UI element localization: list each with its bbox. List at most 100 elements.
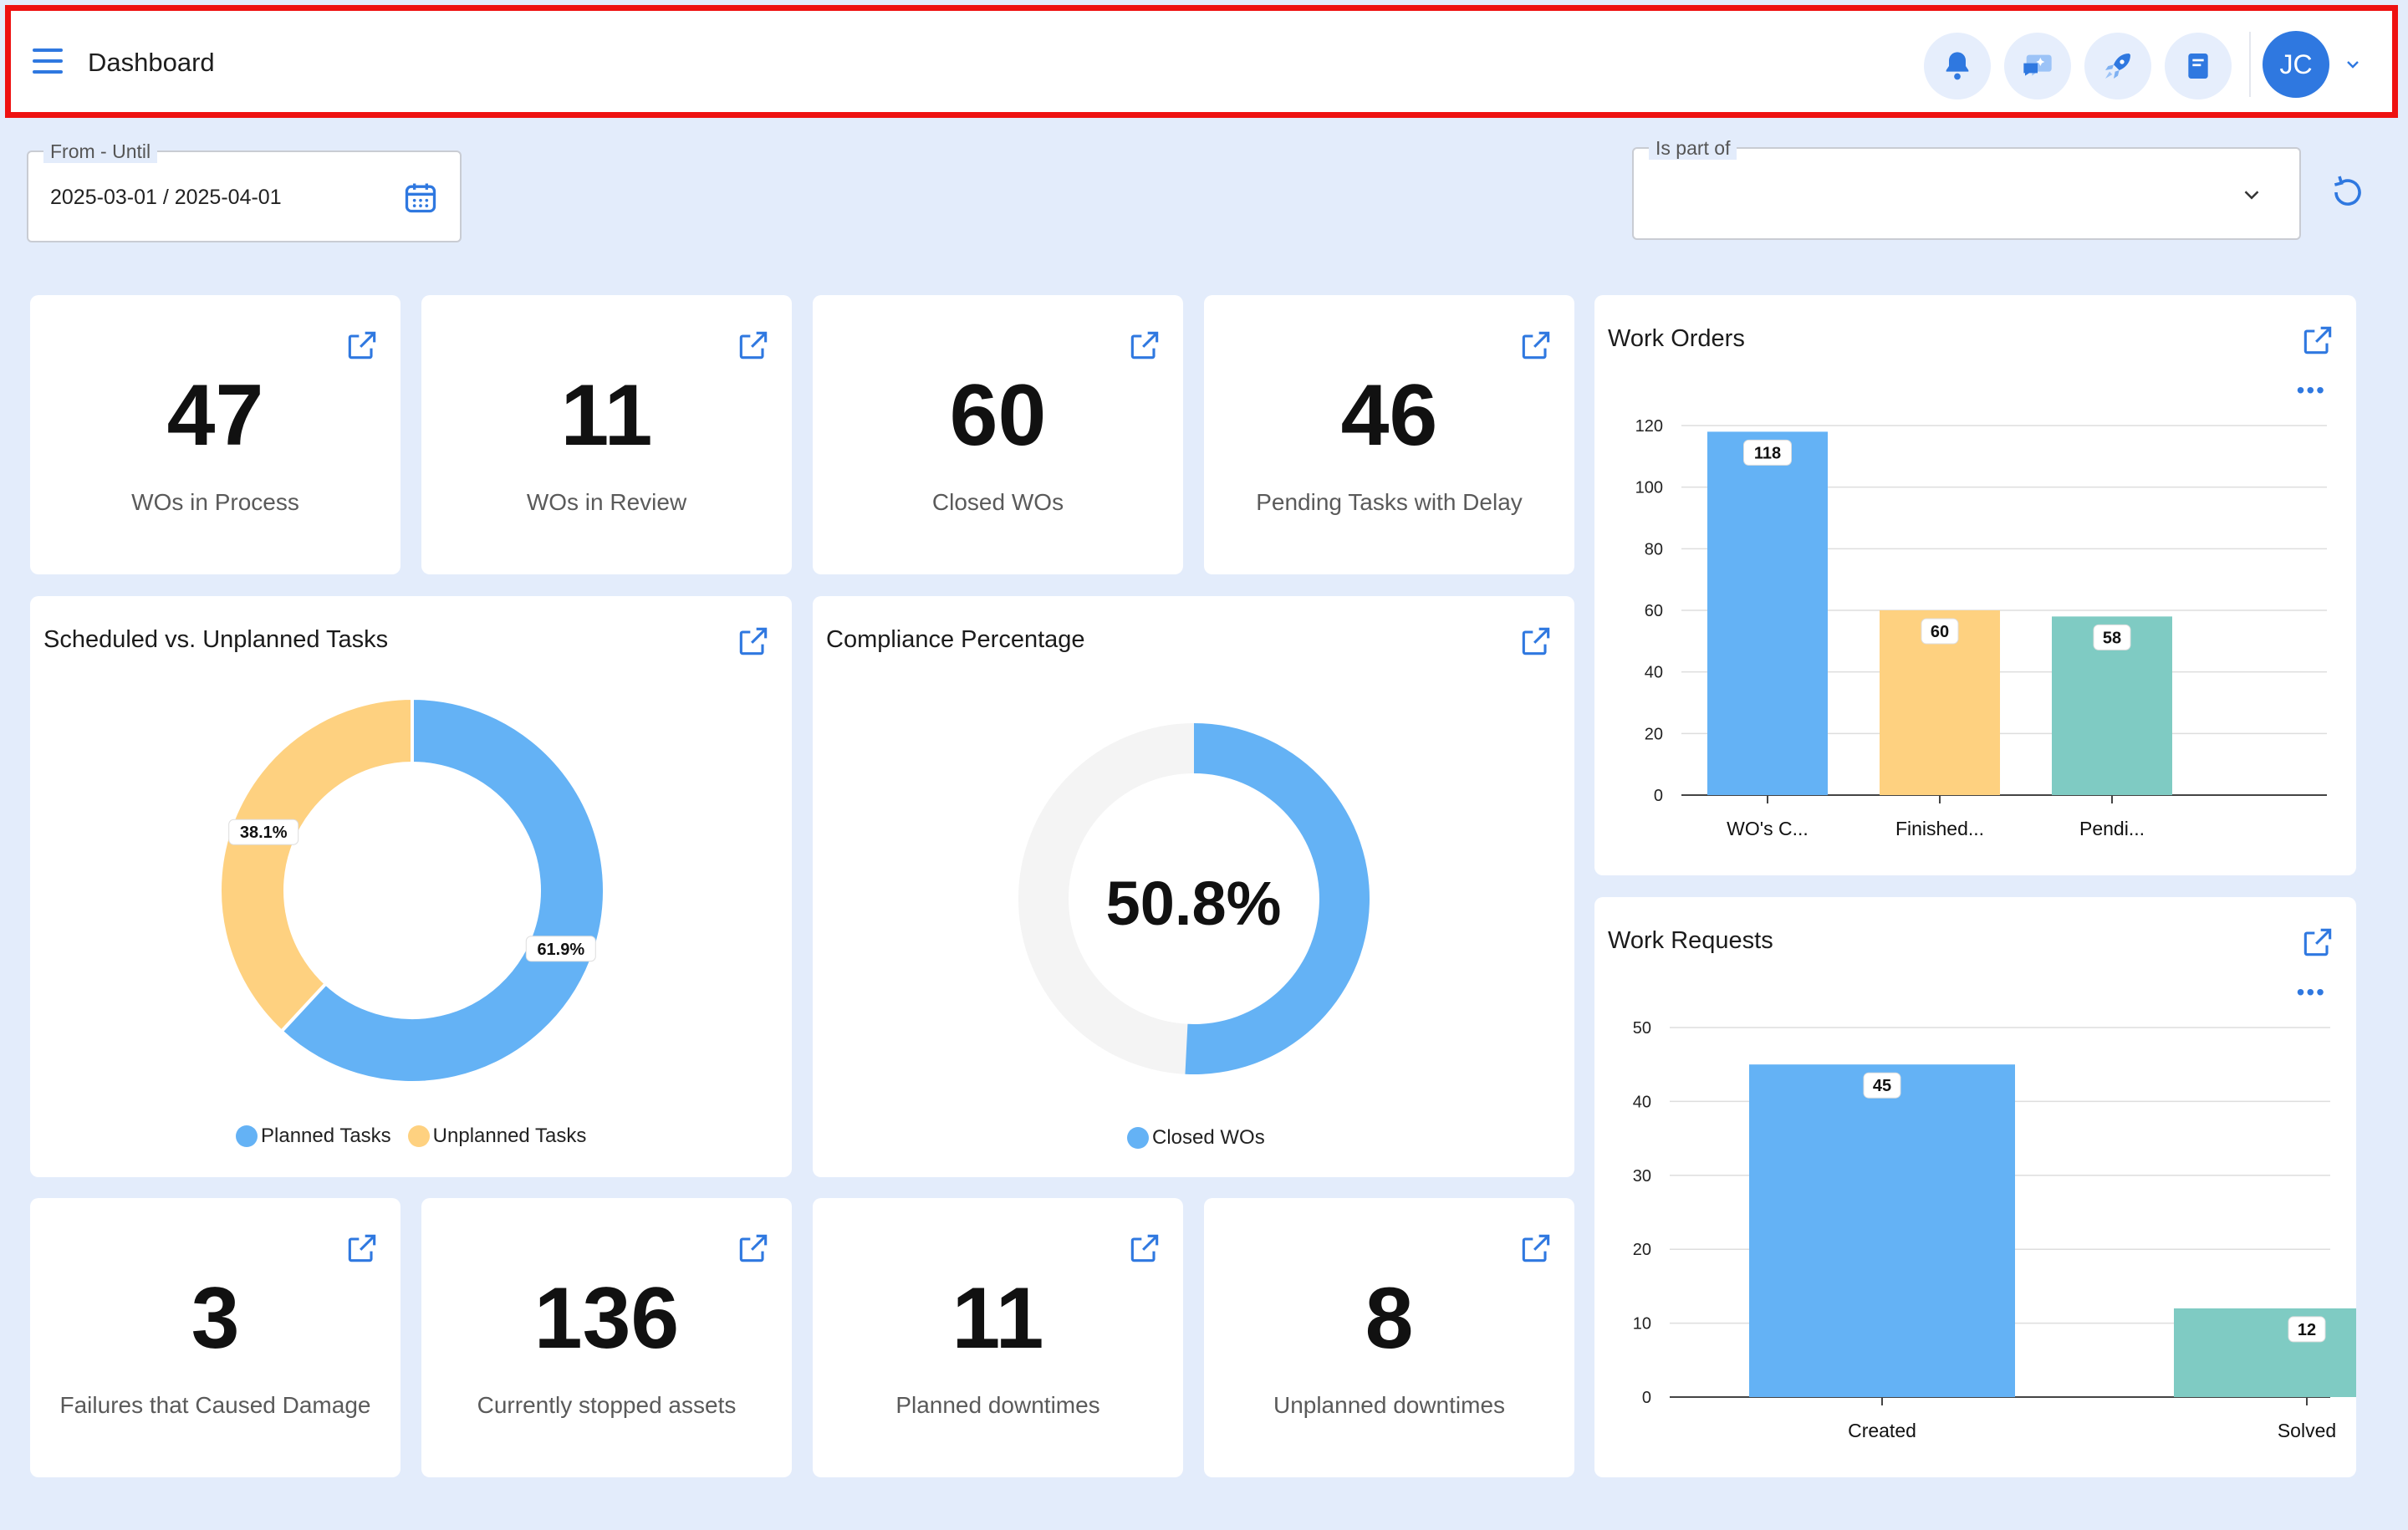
y-tick-label: 20 [1645,725,1663,743]
date-range-field[interactable]: From - Until 2025-03-01 / 2025-04-01 [27,140,462,242]
donut-slice-closed-wos[interactable] [1185,723,1370,1074]
x-tick-label: Finished... [1895,818,1984,839]
bar-0[interactable] [1707,431,1828,795]
quick-start-button[interactable] [2084,33,2151,99]
scheduled-vs-unplanned-card: Scheduled vs. Unplanned Tasks 61.9% 38.1%… [30,596,792,1177]
kpi-card-wos-in-review[interactable]: 11 WOs in Review [421,295,792,574]
bar-value-label-1-bg [2288,1316,2326,1343]
legend-item-unplanned[interactable]: Unplanned Tasks [407,1125,587,1148]
work-orders-bar-chart: 0 20 40 60 80 100 120 118 WO's C... 60 Finished...… [1635,417,2327,839]
kpi-card-stopped-assets[interactable]: 136 Currently stopped assets [421,1198,792,1477]
legend-label: Unplanned Tasks [432,1125,587,1147]
bar-value-label-1: 12 [2298,1321,2316,1339]
kpi-label: Failures that Caused Damage [59,1392,371,1418]
y-tick-label: 40 [1633,1093,1651,1111]
y-tick-label: 20 [1633,1241,1651,1259]
donut-slice-1[interactable] [218,696,414,1034]
bar-1[interactable] [2174,1308,2356,1397]
kpi-value: 11 [951,1270,1044,1367]
menu-icon[interactable] [33,48,63,74]
kpi-card-closed-wos[interactable]: 60 Closed WOs [813,295,1183,574]
card-title: Work Orders [1608,325,1745,352]
docs-button[interactable] [2165,33,2232,99]
legend-label: Planned Tasks [261,1125,391,1147]
kpi-value: 46 [1340,367,1438,464]
y-tick-label: 60 [1645,602,1663,620]
bar-value-label-2-bg [2093,624,2131,650]
external-link-icon[interactable] [1518,623,1554,660]
legend-item-closed-wos[interactable]: Closed WOs [1127,1126,1265,1150]
work-requests-card: Work Requests ••• 0 10 20 30 40 50 45 Created 12… [1594,897,2356,1477]
x-tick-label: Pendi... [2079,818,2145,839]
y-tick-label: 40 [1645,664,1663,682]
external-link-icon[interactable] [1518,1230,1554,1267]
legend-item-planned[interactable]: Planned Tasks [236,1125,391,1148]
card-title: Compliance Percentage [826,626,1085,653]
kpi-label: Unplanned downtimes [1273,1392,1506,1418]
y-tick-label: 10 [1633,1315,1651,1334]
external-link-icon[interactable] [2299,322,2336,359]
date-range-label: From - Until [43,140,158,163]
kpi-card-unplanned-downtimes[interactable]: 8 Unplanned downtimes [1204,1198,1574,1477]
bar-value-label-0-bg [1743,439,1792,466]
external-link-icon[interactable] [344,327,380,364]
chart-legend: Closed WOs [1127,1126,1282,1150]
card-title: Scheduled vs. Unplanned Tasks [43,626,389,653]
y-tick-label: 100 [1635,479,1663,497]
y-tick-label: 30 [1633,1167,1651,1186]
x-tick-label: Solved [2278,1420,2336,1441]
more-options-icon[interactable]: ••• [2296,377,2326,403]
refresh-icon[interactable] [2328,172,2368,212]
bar-value-label-0: 118 [1754,444,1781,462]
more-options-icon[interactable]: ••• [2296,979,2326,1005]
legend-swatch [1127,1127,1149,1149]
top-bar: Dashboard JC [5,5,2398,118]
kpi-card-wos-in-process[interactable]: 47 WOs in Process [30,295,400,574]
kpi-label: Planned downtimes [895,1392,1100,1418]
chat-sparkle-icon [2023,54,2052,76]
kpi-label: Currently stopped assets [477,1392,737,1418]
kpi-value: 60 [949,367,1047,464]
calendar-icon[interactable] [402,179,439,216]
kpi-value: 136 [533,1270,680,1367]
external-link-icon[interactable] [1518,327,1554,364]
slice-label-1-bg [228,819,299,845]
y-tick-label: 120 [1635,417,1663,436]
kpi-value: 47 [166,367,264,464]
kpi-label: Closed WOs [931,489,1064,515]
is-part-of-select[interactable]: Is part of [1632,137,2301,240]
y-tick-label: 80 [1645,540,1663,558]
notifications-button[interactable] [1924,33,1991,99]
header-divider [2249,32,2251,97]
external-link-icon[interactable] [2299,924,2336,961]
external-link-icon[interactable] [735,623,772,660]
kpi-card-pending-tasks-delay[interactable]: 46 Pending Tasks with Delay [1204,295,1574,574]
bar-value-label-1: 60 [1931,623,1949,641]
bar-value-label-1-bg [1921,618,1959,645]
kpi-card-planned-downtimes[interactable]: 11 Planned downtimes [813,1198,1183,1477]
external-link-icon[interactable] [735,1230,772,1267]
bar-0[interactable] [1749,1064,2015,1397]
chevron-down-icon[interactable] [2239,182,2264,207]
external-link-icon[interactable] [344,1230,380,1267]
date-range-value[interactable]: 2025-03-01 / 2025-04-01 [50,186,282,209]
bar-value-label-0: 45 [1873,1077,1891,1095]
kpi-value: 11 [560,367,653,464]
compliance-percentage-card: Compliance Percentage 50.8% Closed WOs [813,596,1574,1177]
chevron-down-icon[interactable] [2343,54,2363,74]
donut-slice-0[interactable] [278,696,606,1084]
kpi-value: 8 [1365,1270,1414,1367]
kpi-label: WOs in Process [131,489,299,515]
ai-chat-button[interactable] [2004,33,2071,99]
external-link-icon[interactable] [735,327,772,364]
x-tick-label: Created [1848,1420,1916,1441]
slice-label-0: 61.9% [537,941,584,959]
legend-label: Closed WOs [1152,1126,1265,1149]
kpi-card-failures-damage[interactable]: 3 Failures that Caused Damage [30,1198,400,1477]
compliance-donut-chart [1018,723,1370,1074]
slice-label-0-bg [525,936,596,962]
external-link-icon[interactable] [1126,1230,1163,1267]
work-orders-card: Work Orders ••• 0 20 40 60 80 100 120 118 WO's C… [1594,295,2356,875]
avatar[interactable]: JC [2263,31,2329,98]
external-link-icon[interactable] [1126,327,1163,364]
